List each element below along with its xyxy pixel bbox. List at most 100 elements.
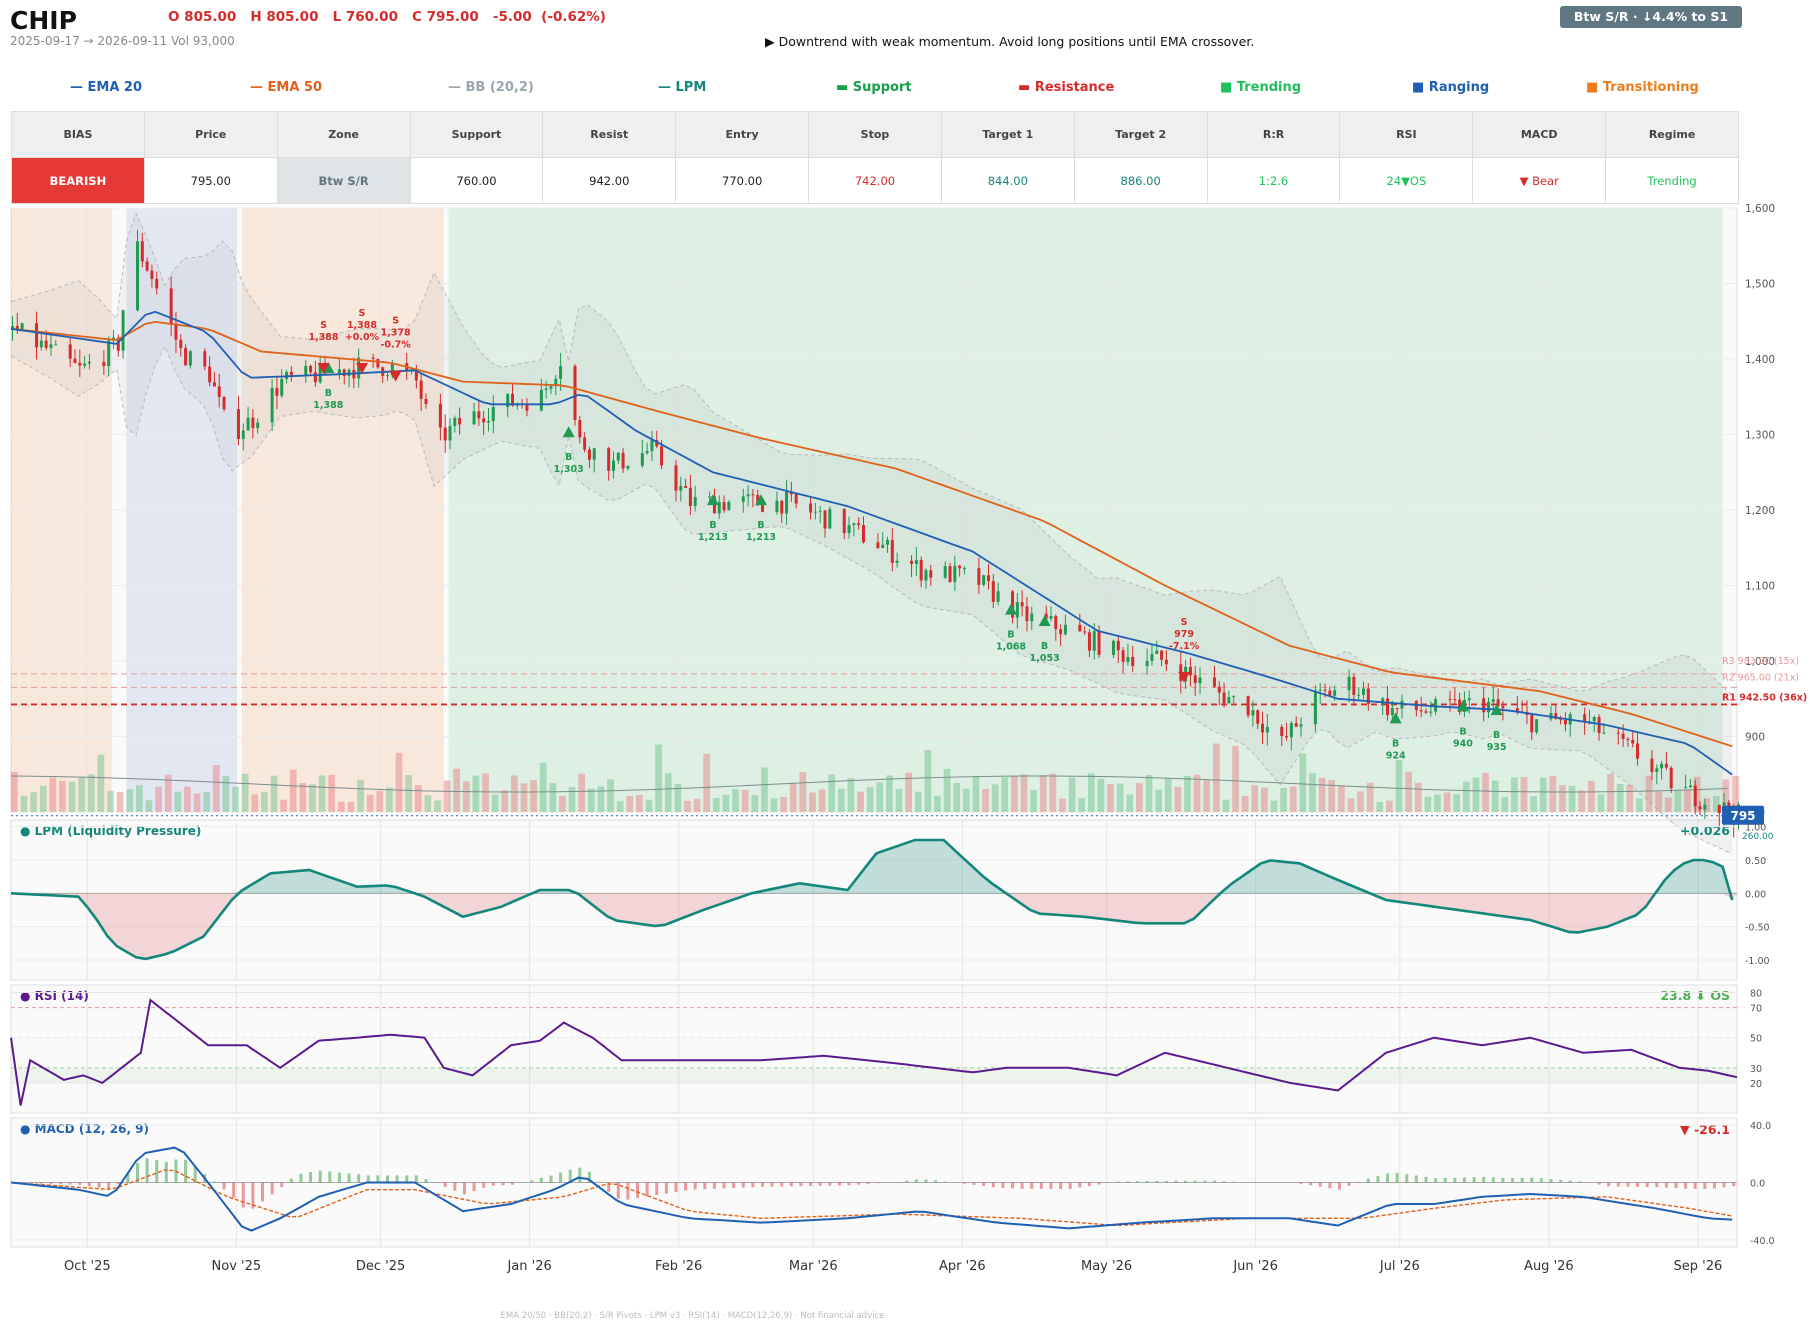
candle-body	[390, 363, 394, 376]
volume-bar	[655, 744, 662, 812]
candle-body	[722, 502, 726, 511]
candle-body	[246, 417, 250, 431]
macd-histogram-bar	[222, 1182, 226, 1190]
macd-histogram-bar	[1299, 1182, 1303, 1184]
volume-bar	[1405, 771, 1412, 812]
candle-body	[169, 288, 173, 324]
candle-body	[54, 344, 58, 346]
candle-body	[1150, 653, 1154, 661]
td-resist: 942.00	[542, 157, 677, 204]
volume-bar	[1511, 777, 1518, 812]
buy-marker	[562, 426, 575, 438]
macd-histogram-bar	[664, 1182, 668, 1194]
candle-body	[847, 524, 851, 534]
volume-bar	[1472, 777, 1480, 812]
volume-bar	[1039, 775, 1047, 812]
candle-body	[1333, 690, 1337, 696]
macd-line	[10, 1146, 1733, 1232]
candle-body	[708, 496, 712, 498]
volume-bar	[607, 779, 614, 812]
volume-bar	[761, 767, 768, 812]
candle-body	[1386, 698, 1390, 716]
sell-label: 1,388	[347, 320, 377, 331]
volume-bar	[866, 787, 874, 812]
candle-body	[39, 340, 43, 348]
volume-bar	[1674, 790, 1682, 812]
volume-bar	[1424, 796, 1432, 812]
price-tick-label: 1,100	[1745, 581, 1775, 593]
x-tick-label: Nov '25	[212, 1259, 262, 1274]
candle-body	[1592, 716, 1596, 722]
macd-histogram-bar	[164, 1161, 168, 1183]
candle-body	[1684, 787, 1688, 789]
macd-histogram-bar	[1030, 1182, 1034, 1189]
macd-histogram-bar	[732, 1182, 736, 1188]
volume-bar	[1280, 787, 1287, 812]
candle-body	[1145, 660, 1149, 667]
level-label: R2 965.00 (21x)	[1722, 672, 1799, 683]
x-tick-label: Jun '26	[1232, 1259, 1278, 1274]
candle-body	[313, 372, 317, 383]
x-tick-label: Dec '25	[356, 1259, 405, 1274]
volume-bar	[1386, 800, 1393, 812]
candle-body	[419, 380, 423, 399]
macd-histogram-bar	[1434, 1178, 1438, 1183]
candle-body	[679, 486, 683, 491]
sell-label: -7.1%	[1169, 641, 1200, 652]
volume-bar	[386, 787, 393, 812]
macd-histogram-bar	[289, 1178, 293, 1183]
macd-histogram-bar	[1049, 1182, 1053, 1189]
rsi-line	[10, 998, 1738, 1106]
th-rsi: RSI	[1339, 111, 1474, 158]
candle-body	[275, 388, 279, 396]
volume-bar	[818, 789, 826, 812]
candle-body	[1015, 602, 1019, 618]
volume-bar	[443, 780, 451, 812]
footer-note: EMA 20/50 · BB(20,2) · S/R Pivots · LPM …	[500, 1311, 885, 1321]
macd-value: ▼ -26.1	[1680, 1122, 1730, 1137]
macd-histogram-bar	[857, 1182, 861, 1185]
volume-bar	[309, 784, 316, 812]
zone-badge: Btw S/R · ↓4.4% to S1	[1560, 6, 1742, 28]
volume-bar	[1520, 777, 1528, 812]
volume-bar	[1491, 780, 1499, 812]
macd-histogram-bar	[462, 1182, 466, 1195]
candle-body	[78, 362, 82, 366]
macd-histogram-bar	[1347, 1182, 1351, 1186]
candle-body	[1328, 690, 1332, 696]
candle-body	[1092, 631, 1096, 651]
macd-histogram-bar	[1222, 1181, 1226, 1183]
macd-histogram-bar	[1482, 1176, 1486, 1183]
macd-histogram-bar	[549, 1175, 553, 1183]
macd-histogram-bar	[395, 1175, 399, 1183]
buy-marker	[1456, 700, 1469, 712]
buy-label: B	[1459, 726, 1466, 737]
candle-body	[208, 366, 212, 383]
th-target1: Target 1	[940, 111, 1075, 158]
buy-label: B	[1392, 738, 1399, 749]
volume-bar	[1203, 780, 1211, 812]
volume-bar	[857, 791, 864, 812]
macd-histogram-bar	[1059, 1182, 1063, 1189]
macd-histogram-bar	[924, 1179, 928, 1183]
td-price: 795.00	[143, 157, 278, 204]
candle-body	[789, 491, 793, 495]
candle-body	[929, 570, 933, 578]
macd-histogram-bar	[87, 1182, 91, 1187]
volume-bar	[616, 801, 624, 812]
macd-histogram-bar	[1164, 1180, 1168, 1183]
macd-histogram-bar	[982, 1182, 986, 1186]
candle-body	[852, 523, 856, 525]
candle-body	[751, 494, 755, 496]
macd-histogram-bar	[414, 1175, 418, 1183]
candle-body	[107, 340, 111, 367]
volume-bar	[318, 775, 326, 812]
buy-label: 1,068	[996, 642, 1026, 653]
macd-histogram-bar	[1530, 1177, 1534, 1183]
macd-histogram-bar	[693, 1182, 697, 1190]
macd-histogram-bar	[1578, 1181, 1582, 1183]
volume-bar	[232, 786, 239, 812]
buy-label: 935	[1487, 742, 1507, 753]
candle-body	[1361, 688, 1365, 695]
candle-body	[1261, 723, 1265, 733]
